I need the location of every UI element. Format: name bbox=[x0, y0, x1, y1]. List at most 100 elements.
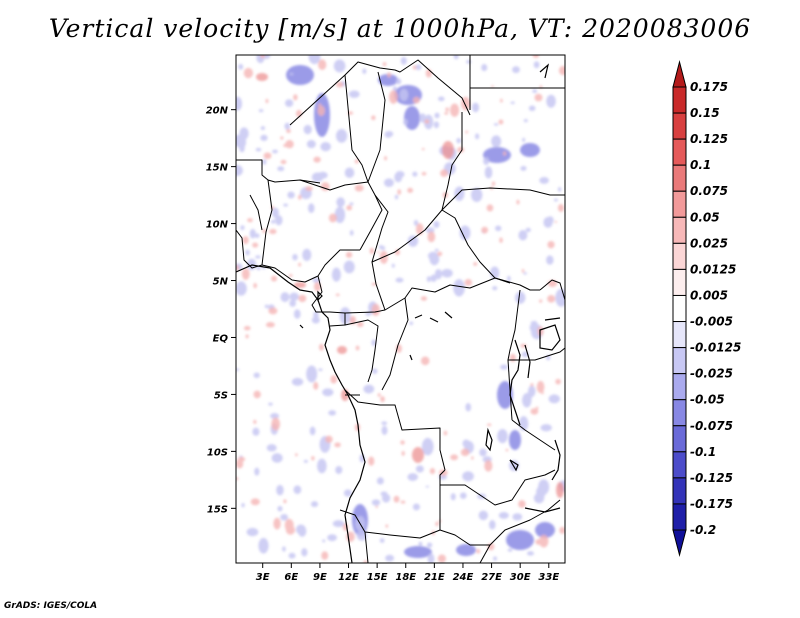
negative-velocity-patch bbox=[238, 63, 244, 70]
negative-velocity-patch bbox=[522, 393, 532, 408]
negative-velocity-patch bbox=[532, 89, 538, 94]
positive-velocity-patch bbox=[491, 85, 494, 88]
positive-velocity-patch bbox=[429, 467, 436, 475]
negative-velocity-patch bbox=[293, 309, 301, 319]
negative-velocity-patch bbox=[264, 304, 269, 309]
positive-velocity-patch bbox=[444, 111, 449, 115]
negative-velocity-patch bbox=[291, 377, 304, 386]
positive-velocity-patch bbox=[368, 456, 375, 466]
colorbar-swatch bbox=[672, 164, 687, 192]
positive-velocity-patch bbox=[407, 187, 414, 193]
positive-velocity-patch bbox=[476, 548, 481, 554]
positive-velocity-patch bbox=[317, 105, 325, 116]
colorbar-label: -0.075 bbox=[690, 419, 733, 433]
positive-velocity-patch bbox=[273, 517, 281, 530]
positive-velocity-patch bbox=[412, 96, 420, 104]
negative-velocity-patch bbox=[258, 109, 264, 113]
negative-velocity-patch bbox=[381, 425, 388, 435]
negative-velocity-patch bbox=[363, 384, 375, 394]
negative-velocity-patch bbox=[392, 86, 397, 92]
negative-velocity-patch bbox=[277, 166, 285, 172]
positive-velocity-patch bbox=[313, 381, 319, 390]
positive-velocity-patch bbox=[518, 500, 526, 508]
negative-velocity-patch bbox=[512, 513, 523, 521]
positive-velocity-patch bbox=[400, 440, 405, 445]
negative-velocity-patch bbox=[483, 157, 490, 166]
negative-velocity-patch bbox=[380, 491, 388, 497]
positive-velocity-patch bbox=[241, 268, 250, 280]
colorbar-swatch bbox=[672, 347, 687, 375]
negative-velocity-patch bbox=[459, 225, 471, 241]
negative-velocity-patch bbox=[465, 403, 472, 412]
positive-velocity-patch bbox=[420, 296, 428, 301]
colorbar-label: -0.025 bbox=[690, 367, 733, 381]
negative-velocity-patch bbox=[400, 56, 407, 65]
negative-velocity-patch bbox=[471, 187, 483, 203]
colorbar-swatch bbox=[672, 268, 687, 296]
colorbar-label: 0.005 bbox=[690, 288, 728, 302]
positive-velocity-patch bbox=[336, 81, 344, 88]
positive-velocity-patch bbox=[464, 279, 473, 286]
negative-velocity-patch bbox=[348, 90, 360, 98]
negative-velocity-patch bbox=[293, 485, 302, 495]
negative-velocity-patch bbox=[434, 268, 442, 280]
negative-velocity-patch bbox=[303, 459, 308, 463]
negative-velocity-patch bbox=[272, 207, 279, 218]
positive-velocity-patch bbox=[393, 495, 400, 503]
negative-velocity-patch bbox=[427, 553, 435, 563]
latitude-axis: 20N 15N 10N 5N EQ 5S 10S 15S bbox=[206, 106, 236, 515]
positive-velocity-patch bbox=[293, 94, 298, 101]
positive-velocity-patch bbox=[536, 380, 545, 394]
positive-velocity-patch bbox=[271, 275, 278, 282]
negative-velocity-patch bbox=[557, 187, 562, 192]
negative-velocity-patch bbox=[365, 312, 372, 316]
negative-velocity-patch bbox=[479, 448, 487, 457]
positive-velocity-patch bbox=[355, 345, 360, 351]
positive-velocity-patch bbox=[530, 408, 539, 415]
negative-velocity-patch bbox=[515, 291, 526, 304]
positive-velocity-patch bbox=[288, 274, 293, 277]
negative-velocity-patch bbox=[533, 493, 545, 504]
negative-velocity-patch bbox=[533, 61, 540, 69]
positive-velocity-patch bbox=[295, 453, 298, 457]
negative-velocity-patch bbox=[284, 99, 294, 107]
negative-velocity-patch bbox=[283, 203, 289, 207]
positive-velocity-patch bbox=[559, 526, 565, 534]
negative-velocity-patch bbox=[546, 255, 554, 265]
negative-velocity-patch bbox=[413, 219, 419, 226]
negative-velocity-patch bbox=[246, 527, 259, 537]
negative-velocity-patch bbox=[395, 277, 404, 283]
colorbar-swatch bbox=[672, 503, 687, 531]
negative-velocity-patch bbox=[271, 219, 276, 224]
positive-velocity-patch bbox=[250, 498, 260, 506]
negative-velocity-patch bbox=[394, 194, 399, 200]
negative-velocity-patch bbox=[488, 520, 496, 530]
negative-velocity-patch bbox=[478, 510, 489, 521]
positive-velocity-patch bbox=[356, 321, 364, 327]
negative-velocity-patch bbox=[484, 166, 493, 179]
colorbar-swatch bbox=[672, 138, 687, 166]
positive-velocity-patch bbox=[253, 282, 257, 289]
negative-velocity-patch bbox=[322, 539, 326, 543]
positive-velocity-patch bbox=[440, 169, 449, 177]
lat-tick-label: EQ bbox=[213, 333, 229, 344]
negative-velocity-patch bbox=[415, 465, 424, 473]
negative-velocity-patch bbox=[252, 427, 260, 436]
lat-tick-label: 15N bbox=[206, 163, 229, 174]
positive-velocity-patch bbox=[280, 136, 284, 140]
negative-velocity-patch bbox=[492, 286, 498, 291]
grads-credit: GrADS: IGES/COLA bbox=[4, 601, 98, 611]
positive-velocity-patch bbox=[547, 295, 556, 303]
negative-velocity-patch bbox=[510, 101, 515, 105]
negative-velocity-patch bbox=[459, 492, 467, 499]
negative-velocity-patch bbox=[381, 421, 388, 426]
positive-velocity-patch bbox=[371, 303, 380, 316]
negative-velocity-patch bbox=[421, 437, 434, 456]
positive-velocity-patch bbox=[345, 251, 353, 258]
negative-velocity-patch bbox=[260, 126, 266, 131]
coastline bbox=[236, 63, 561, 563]
negative-velocity-patch bbox=[272, 149, 278, 154]
colorbar-swatch bbox=[672, 86, 687, 114]
lon-tick-label: 12E bbox=[338, 572, 359, 583]
